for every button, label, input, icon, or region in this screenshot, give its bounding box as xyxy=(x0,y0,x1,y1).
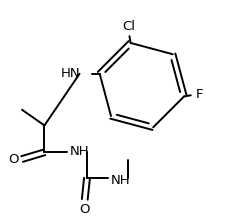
Text: Cl: Cl xyxy=(121,20,134,33)
Text: NH: NH xyxy=(69,145,89,158)
Text: O: O xyxy=(8,153,18,166)
Text: HN: HN xyxy=(61,67,80,80)
Text: O: O xyxy=(79,203,90,216)
Text: F: F xyxy=(194,88,202,101)
Text: NH: NH xyxy=(110,174,130,187)
